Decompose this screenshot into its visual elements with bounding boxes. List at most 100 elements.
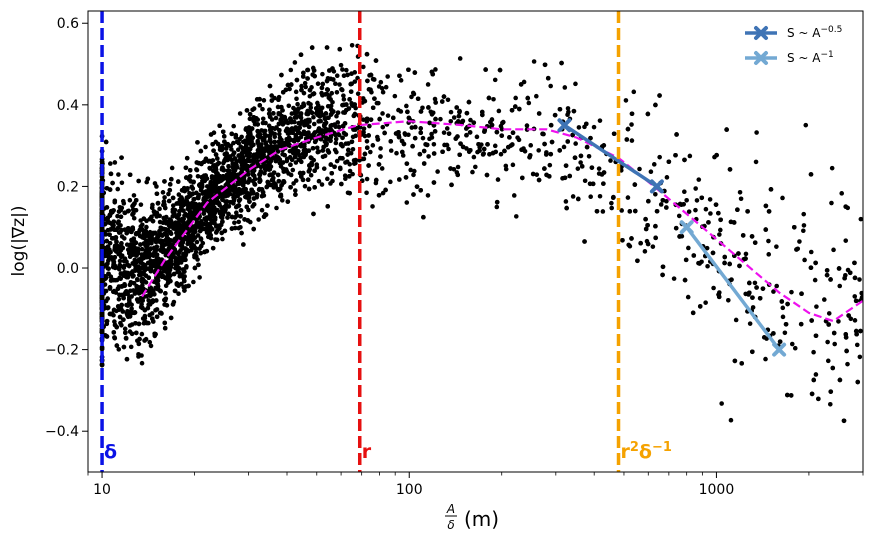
scatter-point bbox=[222, 228, 228, 234]
scatter-point bbox=[270, 178, 276, 183]
scatter-point bbox=[325, 87, 331, 93]
scatter-point bbox=[108, 161, 113, 166]
scatter-point bbox=[766, 252, 772, 257]
scatter-point bbox=[122, 326, 128, 332]
scatter-point bbox=[141, 216, 147, 222]
scatter-point bbox=[496, 108, 502, 114]
scatter-point bbox=[153, 307, 158, 313]
scatter-point bbox=[347, 168, 353, 174]
scatter-point bbox=[162, 297, 167, 303]
scatter-point bbox=[318, 106, 324, 112]
scatter-point bbox=[768, 187, 774, 192]
scatter-point bbox=[528, 143, 534, 148]
scatter-point bbox=[448, 166, 453, 171]
scatter-point bbox=[826, 322, 831, 327]
scatter-point bbox=[707, 197, 713, 202]
scatter-point bbox=[564, 205, 569, 211]
scatter-point bbox=[588, 135, 593, 141]
scatter-point bbox=[713, 202, 719, 207]
scatter-point bbox=[664, 205, 669, 210]
scatter-point bbox=[223, 146, 229, 151]
scatter-point bbox=[346, 147, 351, 153]
scatter-point bbox=[249, 126, 255, 131]
scatter-point bbox=[261, 214, 267, 220]
scatter-point bbox=[198, 250, 204, 256]
scatter-point bbox=[383, 187, 388, 193]
scatter-point bbox=[310, 145, 316, 151]
scatter-point bbox=[246, 129, 251, 135]
scatter-point bbox=[330, 77, 336, 82]
scatter-point bbox=[629, 138, 635, 143]
scatter-point bbox=[321, 166, 327, 171]
scatter-point bbox=[338, 62, 344, 68]
scatter-point bbox=[557, 148, 563, 153]
scatter-point bbox=[111, 219, 117, 224]
scatter-point bbox=[362, 151, 368, 157]
scatter-point bbox=[190, 186, 196, 191]
scatter-point bbox=[124, 356, 130, 362]
scatter-point bbox=[575, 166, 581, 171]
scatter-point bbox=[368, 72, 374, 78]
scatter-point bbox=[135, 250, 141, 256]
scatter-point bbox=[708, 211, 713, 216]
scatter-point bbox=[201, 211, 207, 216]
scatter-point bbox=[561, 144, 567, 150]
scatter-point bbox=[330, 178, 335, 184]
scatter-point bbox=[813, 372, 819, 377]
scatter-point bbox=[686, 209, 692, 214]
scatter-point bbox=[448, 109, 454, 115]
scatter-point bbox=[263, 167, 269, 173]
scatter-point bbox=[525, 95, 531, 101]
scatter-point bbox=[854, 342, 860, 348]
scatter-point bbox=[126, 297, 132, 303]
scatter-point bbox=[116, 347, 122, 352]
scatter-point bbox=[288, 82, 294, 87]
scatter-point bbox=[766, 238, 771, 244]
scatter-point bbox=[729, 277, 734, 282]
scatter-point bbox=[562, 175, 568, 181]
scatter-point bbox=[277, 127, 282, 133]
scatter-point bbox=[287, 116, 293, 121]
scatter-point bbox=[240, 183, 246, 188]
scatter-point bbox=[518, 82, 524, 87]
scatter-point bbox=[676, 213, 682, 219]
scatter-point bbox=[211, 148, 216, 153]
scatter-point bbox=[149, 205, 155, 211]
scatter-point bbox=[175, 179, 181, 184]
scatter-point bbox=[198, 236, 204, 241]
scatter-point bbox=[140, 298, 145, 303]
scatter-point bbox=[163, 291, 168, 296]
scatter-point bbox=[305, 67, 310, 73]
scatter-point bbox=[686, 245, 691, 251]
scatter-point bbox=[498, 151, 504, 157]
scatter-point bbox=[169, 165, 175, 171]
scatter-point bbox=[157, 206, 162, 212]
scatter-point bbox=[540, 131, 545, 137]
scatter-point bbox=[710, 250, 716, 256]
scatter-point bbox=[121, 317, 126, 322]
scatter-point bbox=[340, 135, 345, 141]
scatter-point bbox=[226, 191, 231, 196]
scatter-point bbox=[660, 197, 666, 203]
scatter-point bbox=[179, 187, 185, 193]
scatter-point bbox=[704, 245, 710, 251]
scatter-point bbox=[349, 71, 354, 76]
scatter-point bbox=[803, 122, 809, 128]
scatter-point bbox=[319, 85, 325, 91]
scatter-point bbox=[575, 196, 581, 202]
scatter-point bbox=[130, 248, 136, 254]
scatter-point bbox=[777, 339, 783, 344]
scatter-point bbox=[576, 125, 582, 130]
scatter-point bbox=[241, 178, 247, 183]
scatter-point bbox=[808, 249, 814, 255]
scatter-point bbox=[215, 207, 220, 213]
scatter-point bbox=[333, 140, 339, 146]
scatter-point bbox=[534, 172, 540, 177]
scatter-point bbox=[170, 302, 176, 307]
scatter-point bbox=[319, 182, 325, 187]
scatter-point bbox=[400, 153, 406, 158]
scatter-point bbox=[814, 304, 819, 309]
scatter-point bbox=[682, 277, 688, 283]
scatter-point bbox=[182, 274, 187, 279]
scatter-point bbox=[222, 193, 227, 198]
